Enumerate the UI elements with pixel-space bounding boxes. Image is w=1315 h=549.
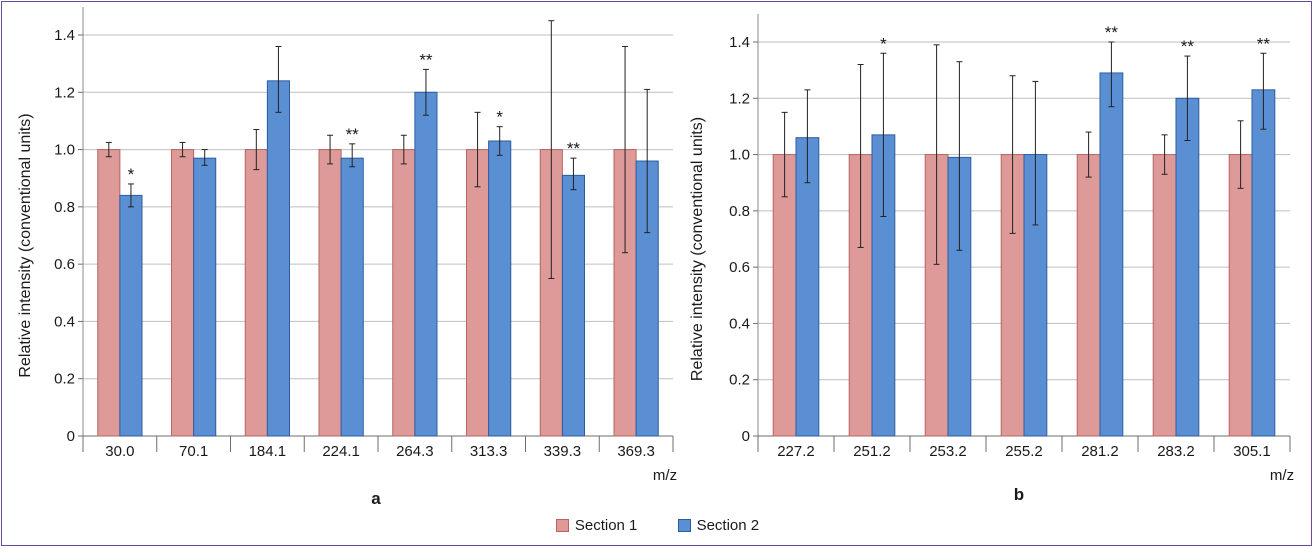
x-tick-label-a: 30.0 (105, 443, 134, 460)
x-tick-label-a: 313.3 (470, 443, 508, 460)
chart-legend: Section 1 Section 2 (0, 517, 1315, 536)
legend-swatch-section-1 (555, 519, 569, 532)
x-tick-label-a: 184.1 (249, 443, 287, 460)
x-axis-label-b: m/z (1270, 467, 1294, 484)
bar-section-1-a (171, 149, 195, 437)
y-tick-label-b: 0.6 (729, 259, 750, 276)
bar-section-1-b (1228, 154, 1253, 437)
y-tick-label-a: 0 (67, 428, 75, 445)
x-tick-label-b: 253.2 (929, 443, 967, 460)
legend-label-section-1: Section 1 (574, 517, 638, 534)
panel-label-a: a (371, 489, 381, 508)
x-tick-label-b: 305.1 (1233, 443, 1271, 460)
legend-label-section-2: Section 2 (696, 517, 760, 534)
bar-section-2-a (193, 157, 217, 437)
significance-marker-b: ** (1257, 34, 1271, 53)
x-tick-label-a: 264.3 (396, 443, 434, 460)
legend-item-section-2: Section 2 (677, 517, 760, 534)
x-tick-label-a: 369.3 (617, 443, 655, 460)
y-tick-label-a: 0.4 (54, 313, 75, 330)
bar-section-1-a (97, 149, 121, 437)
y-tick-label-a: 1.0 (54, 142, 75, 159)
y-tick-label-a: 1.2 (54, 84, 75, 101)
significance-marker-a: * (128, 165, 135, 184)
y-axis-label-a: Relative intensity (conventional units) (17, 113, 34, 377)
bar-section-1-a (466, 149, 490, 437)
bar-section-2-b (1251, 89, 1276, 437)
y-tick-label-a: 1.4 (54, 27, 75, 44)
significance-marker-a: ** (567, 139, 581, 158)
panel-label-b: b (1014, 485, 1024, 504)
x-tick-label-a: 339.3 (544, 443, 582, 460)
significance-marker-b: ** (1105, 23, 1119, 42)
y-axis-label-b: Relative intensity (conventional units) (689, 117, 706, 381)
significance-marker-b: ** (1181, 37, 1195, 56)
bar-section-2-a (488, 140, 512, 437)
x-tick-label-a: 70.1 (179, 443, 208, 460)
legend-item-section-1: Section 1 (555, 517, 638, 534)
x-tick-label-b: 227.2 (777, 443, 815, 460)
y-tick-label-b: 0 (742, 428, 750, 445)
y-tick-label-a: 0.2 (54, 371, 75, 388)
significance-marker-a: * (496, 108, 503, 127)
chart-panel-b: 0 0.2 0.4 0.6 0.8 1.0 1.2 1.4 227.2 * 251.2 253.2 25… (689, 14, 1294, 504)
x-tick-label-b: 255.2 (1005, 443, 1043, 460)
bar-section-1-a (392, 149, 416, 437)
y-tick-label-b: 0.2 (729, 372, 750, 389)
y-tick-label-b: 1.4 (729, 34, 750, 51)
bar-section-2-a (266, 80, 290, 437)
significance-marker-a: ** (346, 125, 360, 144)
bar-section-2-a (119, 194, 143, 437)
x-tick-label-b: 283.2 (1157, 443, 1195, 460)
x-axis-label-a: m/z (653, 467, 677, 484)
bar-section-2-a (561, 174, 585, 437)
bar-section-1-a (244, 149, 268, 437)
x-tick-label-b: 281.2 (1081, 443, 1119, 460)
bar-section-2-a (340, 157, 364, 437)
chart-panel-a: 0 0.2 0.4 0.6 0.8 1.0 1.2 1.4 * 30.0 70.1 184.1 ** 22… (17, 7, 677, 508)
bar-section-2-b (1175, 97, 1200, 437)
bar-section-1-b (1152, 154, 1177, 437)
bar-section-1-a (318, 149, 342, 437)
y-tick-label-a: 0.8 (54, 199, 75, 216)
y-tick-label-b: 0.4 (729, 315, 750, 332)
x-tick-label-a: 224.1 (322, 443, 360, 460)
legend-swatch-section-2 (677, 519, 691, 532)
y-tick-label-b: 0.8 (729, 203, 750, 220)
significance-marker-a: ** (419, 50, 433, 69)
significance-marker-b: * (880, 34, 887, 53)
bar-section-1-b (1076, 154, 1101, 437)
bar-section-2-a (414, 91, 438, 437)
bar-section-2-b (1099, 72, 1124, 437)
y-tick-label-a: 0.6 (54, 256, 75, 273)
y-tick-label-b: 1.0 (729, 147, 750, 164)
x-tick-label-b: 251.2 (853, 443, 891, 460)
y-tick-label-b: 1.2 (729, 90, 750, 107)
